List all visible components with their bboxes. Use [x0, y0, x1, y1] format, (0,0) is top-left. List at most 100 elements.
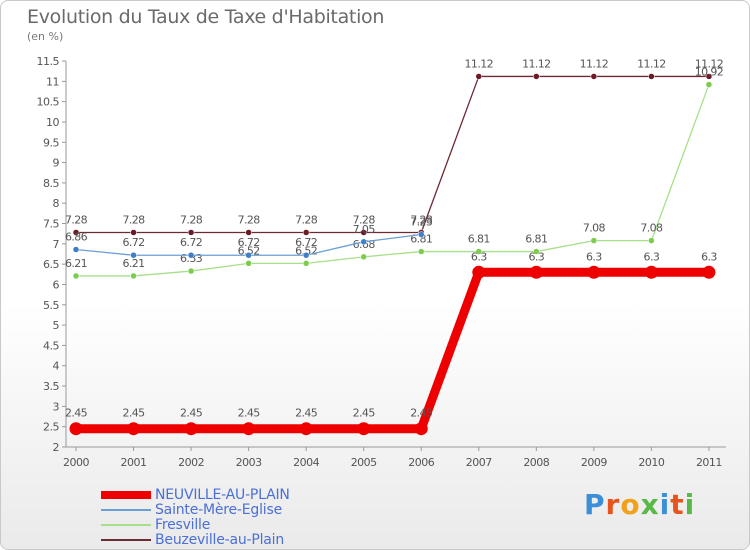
data-label: 7.08 [583, 222, 606, 235]
data-label: 7.05 [353, 223, 376, 236]
logo-letter: t [670, 488, 685, 521]
data-label: 7.23 [410, 215, 433, 228]
data-point [417, 248, 425, 255]
data-label: 7.28 [410, 213, 433, 226]
x-tick-label: 2008 [523, 456, 549, 469]
series-line-1 [76, 84, 710, 277]
data-point [472, 265, 486, 279]
x-tick-label: 2011 [696, 456, 722, 469]
data-point [242, 422, 256, 436]
data-point [533, 248, 540, 255]
y-tick-label: 2.5 [43, 421, 59, 434]
x-tick-label: 2010 [638, 456, 664, 469]
x-tick-label: 2001 [121, 456, 147, 469]
legend-swatch [101, 524, 151, 526]
logo-letter: i [659, 488, 671, 521]
logo-letter: x [640, 488, 660, 521]
x-tick-label: 2002 [178, 456, 204, 469]
data-point [705, 81, 713, 88]
data-point [414, 422, 428, 436]
data-label: 11.12 [637, 57, 666, 70]
data-point [245, 229, 252, 236]
y-tick-label: 8 [53, 197, 60, 210]
data-point [587, 265, 601, 279]
data-point [130, 272, 137, 280]
data-point [417, 231, 425, 238]
data-point [644, 265, 658, 279]
y-tick-label: 3.5 [43, 380, 59, 393]
data-point [705, 73, 713, 80]
data-label: 6.3 [586, 250, 602, 263]
x-tick-label: 2006 [408, 456, 434, 469]
data-label: 6.3 [644, 250, 660, 263]
data-point [357, 422, 371, 436]
legend-label: Sainte-Mère-Eglise [155, 502, 283, 518]
data-label: 11.12 [580, 57, 609, 70]
data-label: 2.45 [180, 407, 203, 420]
data-label: 11.12 [695, 57, 724, 70]
y-tick-label: 4.5 [43, 339, 59, 352]
data-point [245, 251, 252, 259]
legend-swatch [101, 491, 151, 499]
data-point [529, 265, 543, 279]
logo-letter: o [620, 488, 641, 521]
y-tick-label: 3 [53, 400, 60, 413]
data-point [360, 253, 367, 261]
y-tick-label: 4 [53, 360, 60, 373]
data-point [648, 237, 655, 244]
data-label: 11.12 [522, 57, 551, 70]
data-label: 2.45 [295, 407, 318, 420]
y-tick-label: 11 [46, 75, 59, 88]
data-label: 6.21 [65, 257, 87, 270]
proxiti-logo: Proxiti [584, 488, 695, 521]
legend-swatch [101, 539, 151, 541]
data-label: 2.45 [238, 407, 261, 420]
data-label: 7.28 [180, 213, 203, 226]
y-tick-label: 9 [53, 157, 60, 170]
data-point [533, 73, 540, 80]
legend-swatch [101, 509, 151, 511]
data-point [475, 248, 483, 255]
data-label: 6.3 [701, 250, 717, 263]
data-label: 2.45 [65, 407, 88, 420]
data-label: 2.45 [353, 407, 376, 420]
data-label: 7.28 [238, 213, 261, 226]
data-point [360, 229, 367, 236]
data-point [648, 73, 655, 80]
data-label: 6.72 [180, 236, 202, 249]
data-label: 7.28 [122, 213, 145, 226]
data-label: 6.3 [471, 250, 487, 263]
data-label: 6.81 [468, 233, 490, 246]
data-label: 2.45 [122, 407, 145, 420]
data-point [702, 265, 716, 279]
data-label: 6.86 [65, 231, 88, 244]
y-tick-label: 9.5 [43, 136, 59, 149]
data-point [72, 229, 80, 236]
data-label: 7.28 [353, 213, 376, 226]
data-point [590, 237, 598, 244]
y-axis-unit: (en %) [27, 30, 64, 43]
data-point [130, 251, 137, 259]
data-label: 6.81 [525, 233, 547, 246]
logo-letter: i [684, 488, 696, 521]
x-tick-label: 2007 [466, 456, 492, 469]
x-tick-label: 2004 [293, 456, 319, 469]
legend-label: NEUVILLE-AU-PLAIN [155, 487, 290, 503]
x-tick-label: 2005 [351, 456, 377, 469]
data-point [302, 229, 310, 236]
data-point [69, 422, 83, 436]
y-tick-label: 7 [53, 238, 60, 251]
data-point [72, 246, 80, 253]
data-point [302, 251, 310, 259]
data-point [475, 73, 483, 80]
x-tick-label: 2009 [581, 456, 607, 469]
y-tick-label: 6 [53, 278, 60, 291]
data-label: 6.72 [295, 236, 317, 249]
data-label: 7.08 [640, 222, 663, 235]
y-tick-label: 5 [53, 319, 60, 332]
x-tick-label: 2000 [63, 456, 89, 469]
data-label: 6.3 [528, 250, 544, 263]
data-point [130, 229, 137, 236]
y-tick-label: 6.5 [43, 258, 59, 271]
